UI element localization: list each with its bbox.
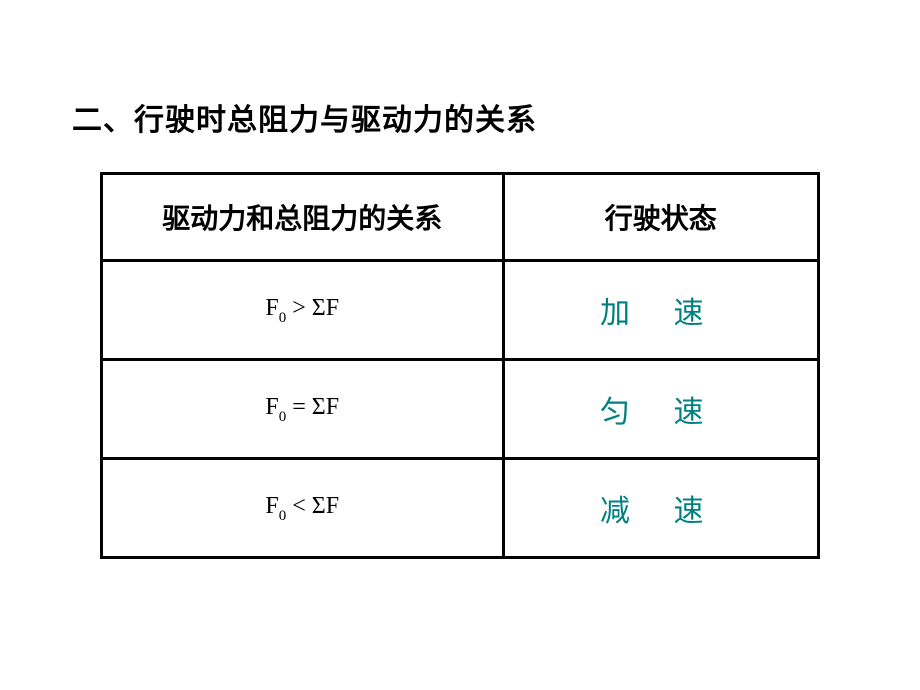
formula-text: F0 > ΣF	[265, 295, 339, 321]
formula-text: F0 = ΣF	[265, 394, 339, 420]
section-heading: 二、行驶时总阻力与驱动力的关系	[72, 95, 537, 139]
state-text: 加 速	[600, 297, 722, 330]
state-cell: 加 速	[503, 261, 818, 360]
formula-text: F0 < ΣF	[265, 493, 339, 519]
header-state: 行驶状态	[503, 174, 818, 261]
table-header-row: 驱动力和总阻力的关系 行驶状态	[102, 174, 819, 261]
state-text: 减 速	[600, 495, 722, 528]
formula-cell: F0 < ΣF	[102, 459, 504, 558]
state-cell: 减 速	[503, 459, 818, 558]
state-cell: 匀 速	[503, 360, 818, 459]
header-relationship: 驱动力和总阻力的关系	[102, 174, 504, 261]
relationship-table: 驱动力和总阻力的关系 行驶状态 F0 > ΣF 加 速 F0 = ΣF 匀 速 …	[100, 172, 820, 559]
formula-cell: F0 > ΣF	[102, 261, 504, 360]
table-row: F0 > ΣF 加 速	[102, 261, 819, 360]
table-row: F0 = ΣF 匀 速	[102, 360, 819, 459]
formula-cell: F0 = ΣF	[102, 360, 504, 459]
state-text: 匀 速	[600, 396, 722, 429]
table-row: F0 < ΣF 减 速	[102, 459, 819, 558]
